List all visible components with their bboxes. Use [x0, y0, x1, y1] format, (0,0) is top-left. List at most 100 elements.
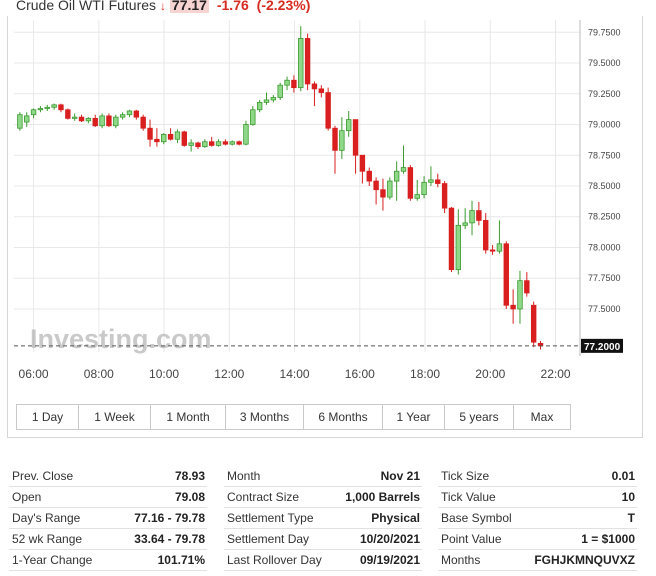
- candle-body: [161, 133, 167, 143]
- stat-label: Open: [12, 490, 42, 504]
- candle-body: [421, 181, 427, 196]
- range-button-max[interactable]: Max: [514, 405, 570, 429]
- candle-body: [250, 109, 256, 125]
- candle-body: [373, 180, 379, 191]
- candle-body: [140, 116, 146, 129]
- candle-body: [298, 38, 304, 89]
- stat-value: Physical: [371, 511, 420, 525]
- range-selector: 1 Day 1 Week 1 Month 3 Months 6 Months 1…: [16, 404, 571, 430]
- current-price-label: 77.2000: [584, 342, 621, 353]
- candle-body: [352, 119, 359, 156]
- stat-label: Contract Size: [227, 490, 300, 504]
- stat-value: T: [627, 511, 635, 525]
- candle-body: [24, 115, 30, 123]
- y-tick-label: 77.7500: [588, 273, 621, 283]
- candle-body: [448, 207, 455, 271]
- stat-row: Open 79.08: [9, 487, 207, 508]
- stat-row: Tick Value 10: [438, 487, 637, 508]
- candle-body: [366, 170, 372, 182]
- stat-value: 10/20/2021: [359, 532, 420, 546]
- candle-body: [181, 131, 187, 146]
- candle-body: [119, 114, 126, 118]
- x-tick-label: 10:00: [149, 367, 179, 381]
- candle-body: [188, 142, 194, 146]
- y-tick-label: 78.2500: [588, 212, 621, 222]
- candle-body: [147, 127, 153, 140]
- stat-label: Base Symbol: [441, 511, 512, 525]
- stat-label: Month: [227, 469, 261, 483]
- candle-body: [496, 243, 503, 252]
- stat-label: Months: [441, 553, 481, 567]
- candle-body: [517, 280, 523, 310]
- range-button-1-month[interactable]: 1 Month: [151, 405, 226, 429]
- stat-value: 10: [621, 490, 635, 504]
- range-button-5-years[interactable]: 5 years: [445, 405, 514, 429]
- stat-value: FGHJKMNQUVXZ: [534, 553, 635, 567]
- candle-body: [99, 115, 105, 127]
- current-price-tag: [581, 338, 623, 353]
- candle-body: [256, 101, 263, 111]
- range-button-6-months[interactable]: 6 Months: [304, 405, 383, 429]
- candle-body: [37, 108, 44, 111]
- candle-body: [30, 109, 37, 116]
- candlestick-chart[interactable]: 77.5000 77.7500 78.0000 78.2500 78.5000 78.75…: [0, 0, 656, 400]
- candle-body: [277, 84, 283, 98]
- candle-body: [291, 79, 297, 89]
- chart-panel: [7, 16, 643, 438]
- stat-label: Settlement Type: [227, 511, 314, 525]
- candle-body: [208, 141, 215, 146]
- range-button-1-week[interactable]: 1 Week: [79, 405, 151, 429]
- stat-row: Base Symbol T: [438, 508, 637, 529]
- range-button-1-year[interactable]: 1 Year: [383, 405, 445, 429]
- candle-body: [174, 131, 181, 140]
- stat-row: Months FGHJKMNQUVXZ: [438, 550, 637, 571]
- y-tick-label: 78.0000: [588, 242, 621, 252]
- price-change-percent: (-2.23%): [256, 0, 311, 13]
- candle-body: [483, 220, 489, 251]
- candle-body: [215, 141, 222, 146]
- candle-body: [469, 210, 475, 224]
- stat-value: Nov 21: [380, 469, 420, 483]
- stat-row: Prev. Close 78.93: [9, 466, 207, 487]
- y-tick-label: 79.0000: [588, 120, 621, 130]
- stat-label: Prev. Close: [12, 469, 74, 483]
- stat-value: 1 = $1000: [581, 532, 635, 546]
- stat-row: Settlement Day 10/20/2021: [224, 529, 422, 550]
- stat-label: Tick Value: [441, 490, 496, 504]
- stat-row: Contract Size 1,000 Barrels: [224, 487, 422, 508]
- candle-body: [229, 141, 235, 145]
- candle-body: [270, 97, 277, 101]
- range-button-3-months[interactable]: 3 Months: [226, 405, 304, 429]
- stat-value: 09/19/2021: [359, 553, 420, 567]
- candle-body: [154, 138, 160, 143]
- y-tick-label: 79.2500: [588, 89, 621, 99]
- stat-label: 1-Year Change: [12, 553, 93, 567]
- y-tick-label: 79.5000: [588, 58, 621, 68]
- x-tick-label: 08:00: [84, 367, 114, 381]
- candle-body: [236, 141, 242, 145]
- candle-body: [524, 280, 530, 294]
- stat-row: 52 wk Range 33.64 - 79.78: [9, 529, 207, 550]
- candle-body: [202, 141, 208, 148]
- x-tick-label: 22:00: [541, 367, 571, 381]
- candle-body: [243, 124, 249, 145]
- instrument-header: Crude Oil WTI Futures ↓ 77.17 -1.76 (-2.2…: [16, 0, 310, 13]
- range-button-1-day[interactable]: 1 Day: [17, 405, 79, 429]
- candle-body: [78, 116, 85, 122]
- candle-body: [167, 133, 174, 140]
- candle-body: [65, 109, 71, 119]
- candle-body: [332, 127, 338, 151]
- candle-body: [530, 304, 537, 343]
- watermark-logo: Investing.com: [30, 324, 212, 354]
- stat-label: Last Rollover Day: [227, 553, 322, 567]
- y-tick-label: 79.7500: [588, 27, 621, 37]
- candle-body: [462, 222, 468, 226]
- candle-body: [17, 114, 23, 129]
- x-tick-label: 14:00: [280, 367, 310, 381]
- stat-value: 78.93: [174, 469, 205, 483]
- candle-body: [263, 99, 270, 103]
- candle-body: [503, 243, 509, 306]
- stat-row: Tick Size 0.01: [438, 466, 637, 487]
- stat-label: Settlement Day: [227, 532, 310, 546]
- candle-body: [133, 110, 140, 118]
